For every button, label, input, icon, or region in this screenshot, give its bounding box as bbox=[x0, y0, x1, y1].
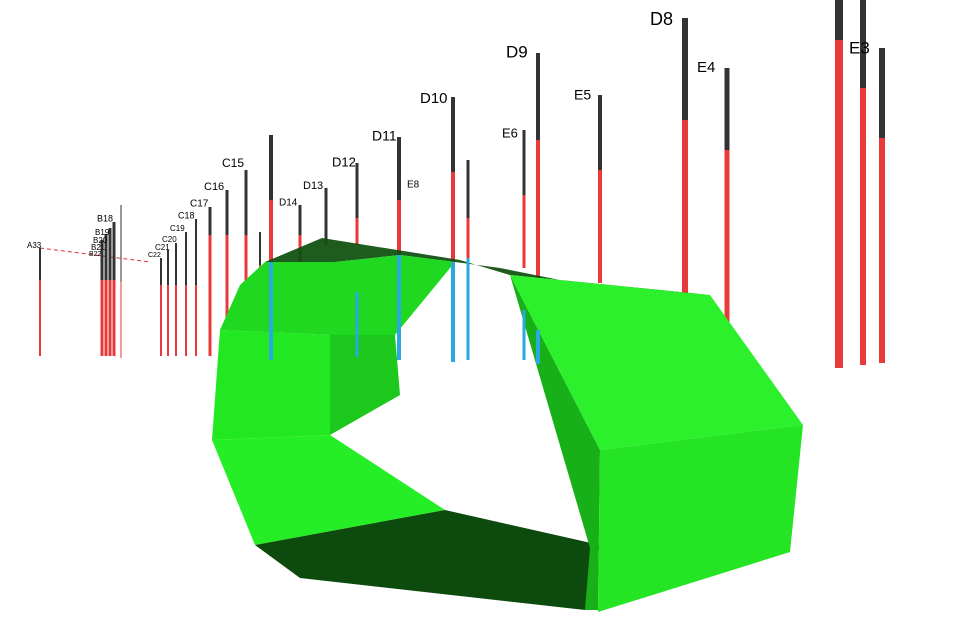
section-line bbox=[39, 247, 151, 263]
borehole-label: C18 bbox=[178, 210, 195, 220]
tunnel-face bbox=[212, 330, 330, 440]
borehole-label: D12 bbox=[332, 154, 356, 169]
borehole-label: D13 bbox=[303, 180, 323, 192]
borehole-label: D14 bbox=[279, 198, 298, 209]
borehole-label: C16 bbox=[204, 181, 224, 193]
tunnel-top bbox=[265, 238, 710, 295]
borehole-label: D8 bbox=[650, 9, 673, 29]
borehole-label: E4 bbox=[697, 59, 715, 76]
tunnel-face bbox=[598, 425, 803, 612]
borehole-label: B18 bbox=[97, 213, 113, 223]
borehole-label: B19 bbox=[95, 228, 110, 237]
borehole-label: D11 bbox=[372, 128, 397, 144]
boreholes-in-tunnel bbox=[269, 255, 540, 364]
tunnel-face bbox=[510, 275, 803, 450]
borehole-label: E3 bbox=[849, 38, 870, 57]
tunnel-face bbox=[510, 275, 600, 610]
borehole-label: E6 bbox=[502, 125, 518, 140]
borehole-label: B21 bbox=[91, 243, 106, 252]
borehole-label: D9 bbox=[506, 42, 528, 61]
borehole-label: B22 bbox=[89, 251, 102, 258]
tunnel bbox=[212, 238, 803, 612]
borehole-label: C15 bbox=[222, 156, 244, 170]
tunnel-face bbox=[330, 335, 400, 435]
tunnel-face bbox=[212, 435, 445, 545]
borehole-label: E5 bbox=[574, 87, 591, 103]
borehole-label: C21 bbox=[155, 243, 170, 252]
boreholes bbox=[39, 0, 885, 368]
borehole-label: E8 bbox=[407, 180, 420, 191]
tunnel-bottom bbox=[255, 510, 600, 610]
borehole-label: A33 bbox=[27, 241, 42, 250]
borehole-label: C22 bbox=[148, 252, 161, 259]
borehole-label: C19 bbox=[170, 224, 185, 233]
borehole-label: D10 bbox=[420, 90, 448, 107]
borehole-label: C17 bbox=[190, 199, 209, 210]
borehole-label: C20 bbox=[162, 235, 177, 244]
borehole-label: B20 bbox=[93, 236, 108, 245]
tunnel-face bbox=[220, 255, 455, 335]
